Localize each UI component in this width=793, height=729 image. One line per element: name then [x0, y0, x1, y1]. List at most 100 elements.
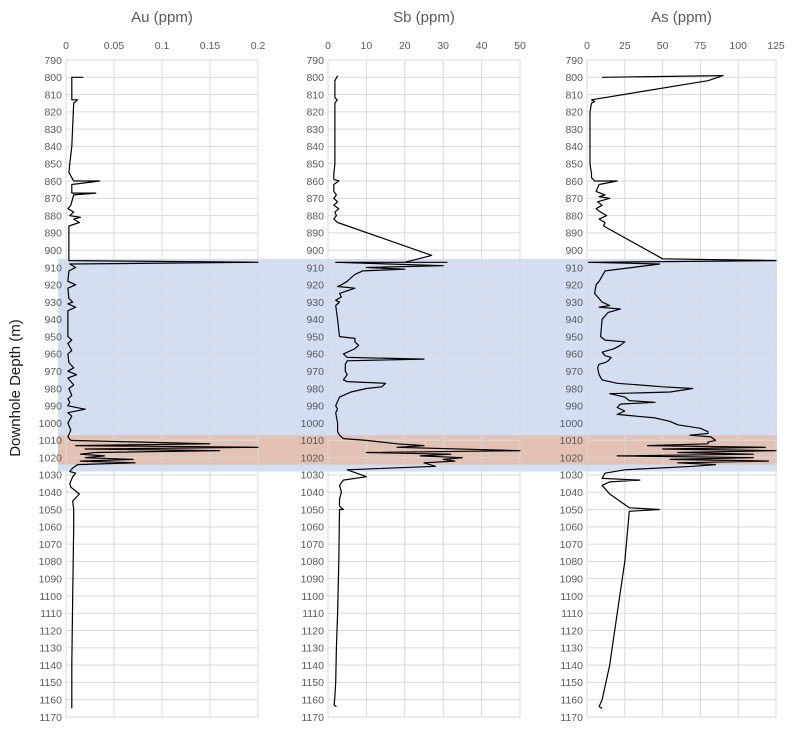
depth-tick-label: 820 [306, 107, 324, 119]
depth-tick-label: 1000 [301, 418, 325, 430]
depth-tick-label: 930 [44, 297, 62, 309]
depth-tick-label: 1030 [39, 470, 63, 482]
depth-tick-label: 1150 [560, 677, 583, 689]
depth-tick-label: 1000 [39, 418, 63, 430]
depth-tick-label: 1150 [39, 677, 62, 689]
depth-tick-label: 1020 [560, 452, 584, 464]
x-tick-label: 30 [437, 40, 449, 52]
depth-tick-label: 810 [44, 89, 62, 101]
depth-tick-label: 1130 [560, 643, 583, 655]
depth-tick-label: 820 [565, 107, 583, 119]
depth-tick-label: 1090 [560, 573, 584, 585]
depth-tick-label: 920 [306, 280, 324, 292]
depth-tick-label: 1170 [39, 712, 62, 724]
panel-1: 790 800 810 820 830 840 850 860 870 880 890 900 910 9… [39, 9, 266, 724]
depth-tick-label: 890 [44, 228, 62, 240]
depth-tick-label: 790 [306, 55, 324, 67]
depth-tick-label: 1160 [39, 695, 62, 707]
x-tick-label: 10 [361, 40, 373, 52]
depth-tick-label: 1100 [301, 591, 324, 603]
depth-tick-label: 900 [44, 245, 62, 257]
depth-tick-label: 870 [565, 193, 583, 205]
depth-tick-label: 830 [306, 124, 324, 136]
depth-tick-label: 1130 [39, 643, 62, 655]
depth-tick-label: 980 [44, 383, 62, 395]
panel-title: As (ppm) [651, 9, 712, 26]
depth-tick-label: 990 [565, 401, 583, 413]
x-tick-label: 125 [767, 40, 785, 52]
x-tick-label: 0 [325, 40, 331, 52]
depth-tick-label: 1170 [560, 712, 583, 724]
x-tick-label: 0.05 [104, 40, 125, 52]
x-tick-label: 50 [514, 40, 526, 52]
depth-tick-label: 960 [306, 349, 324, 361]
depth-tick-label: 1040 [39, 487, 63, 499]
x-tick-label: 0.2 [251, 40, 266, 52]
depth-tick-label: 840 [44, 141, 62, 153]
panel-2: 790 800 810 820 830 840 850 860 870 880 890 900 910 9… [301, 9, 526, 724]
depth-tick-label: 930 [306, 297, 324, 309]
x-tick-label: 40 [476, 40, 488, 52]
depth-tick-label: 800 [565, 72, 583, 84]
panel-3: 790 800 810 820 830 840 850 860 870 880 890 900 910 9… [560, 9, 785, 724]
depth-tick-label: 1140 [301, 660, 324, 672]
depth-tick-label: 1170 [301, 712, 324, 724]
depth-tick-label: 890 [306, 228, 324, 240]
depth-tick-label: 970 [306, 366, 324, 378]
depth-tick-label: 920 [44, 280, 62, 292]
depth-tick-label: 1070 [560, 539, 584, 551]
depth-tick-label: 1160 [301, 695, 324, 707]
depth-tick-label: 950 [306, 331, 324, 343]
panel-title: Sb (ppm) [393, 9, 455, 26]
depth-tick-label: 1040 [301, 487, 325, 499]
x-tick-label: 0 [63, 40, 69, 52]
x-tick-label: 0.1 [155, 40, 170, 52]
depth-tick-label: 850 [565, 159, 583, 171]
depth-tick-label: 1160 [560, 695, 583, 707]
depth-tick-label: 1120 [560, 625, 583, 637]
depth-tick-label: 800 [44, 72, 62, 84]
depth-tick-label: 990 [306, 401, 324, 413]
panel-frame [586, 59, 777, 718]
depth-tick-label: 980 [306, 383, 324, 395]
depth-tick-label: 1080 [301, 556, 325, 568]
depth-tick-label: 970 [44, 366, 62, 378]
depth-tick-label: 1150 [301, 677, 324, 689]
depth-tick-label: 940 [306, 314, 324, 326]
series-line [67, 76, 259, 709]
depth-tick-label: 1110 [561, 608, 583, 620]
depth-tick-label: 1060 [560, 522, 584, 534]
depth-tick-label: 1090 [301, 573, 325, 585]
depth-tick-label: 860 [306, 176, 324, 188]
chart-panels: 790 800 810 820 830 840 850 860 870 880 890 900 910 9… [39, 9, 785, 724]
depth-tick-label: 1140 [39, 660, 62, 672]
depth-tick-label: 810 [565, 89, 583, 101]
depth-tick-label: 1080 [39, 556, 63, 568]
x-tick-label: 100 [729, 40, 747, 52]
depth-tick-label: 1030 [560, 470, 584, 482]
depth-tick-label: 880 [44, 210, 62, 222]
x-tick-label: 0 [584, 40, 590, 52]
depth-tick-label: 1120 [301, 625, 324, 637]
depth-tick-label: 1070 [39, 539, 63, 551]
depth-tick-label: 1090 [39, 573, 63, 585]
depth-tick-label: 880 [565, 210, 583, 222]
depth-tick-label: 880 [306, 210, 324, 222]
depth-tick-label: 960 [565, 349, 583, 361]
depth-tick-label: 940 [565, 314, 583, 326]
depth-bands [58, 258, 777, 472]
depth-tick-label: 790 [565, 55, 583, 67]
depth-tick-label: 1060 [39, 522, 63, 534]
x-tick-label: 20 [399, 40, 411, 52]
x-tick-label: 75 [695, 40, 707, 52]
depth-tick-label: 870 [44, 193, 62, 205]
depth-tick-label: 1010 [39, 435, 63, 447]
depth-tick-label: 990 [44, 401, 62, 413]
depth-tick-label: 930 [565, 297, 583, 309]
depth-tick-label: 1050 [39, 504, 63, 516]
depth-tick-label: 940 [44, 314, 62, 326]
depth-tick-label: 1110 [302, 608, 324, 620]
depth-tick-label: 1000 [560, 418, 584, 430]
depth-tick-label: 870 [306, 193, 324, 205]
depth-tick-label: 920 [565, 280, 583, 292]
